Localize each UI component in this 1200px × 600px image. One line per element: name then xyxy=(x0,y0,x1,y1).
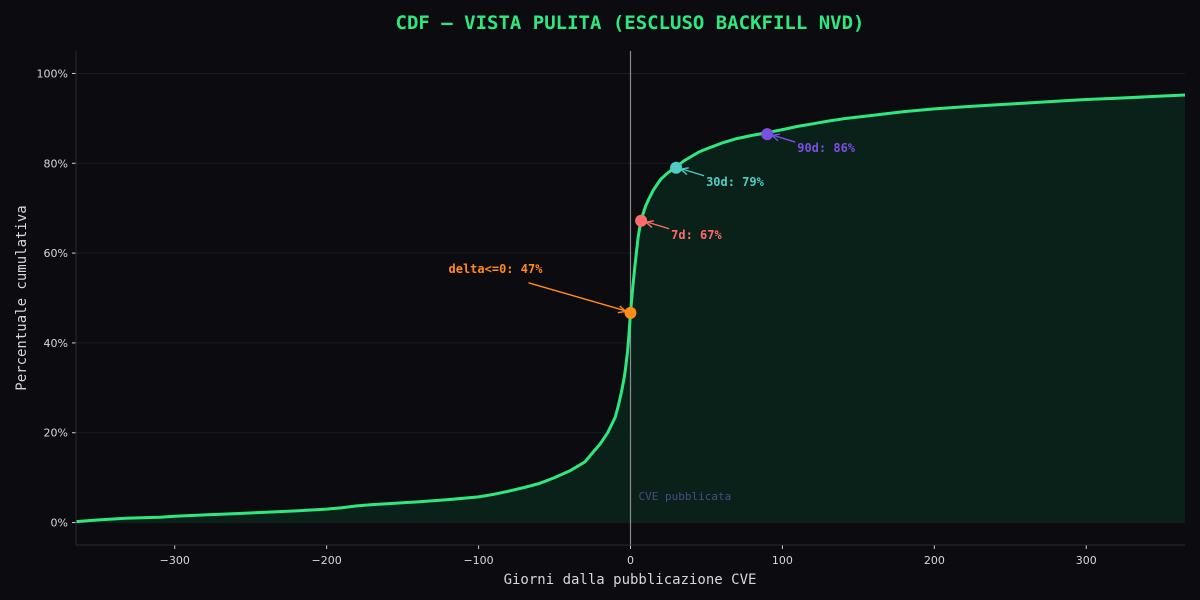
annotation-arrow xyxy=(772,134,796,143)
annotation-arrow xyxy=(645,221,670,230)
x-tick-label: 300 xyxy=(1076,554,1097,567)
annotation-arrow xyxy=(680,168,705,177)
x-tick-label: −100 xyxy=(463,554,493,567)
x-tick-label: 200 xyxy=(924,554,945,567)
y-tick-label: 20% xyxy=(44,427,68,440)
cdf-line xyxy=(75,93,1186,524)
tick-labels: 0% 20% 40% 60% 80% 100% −300 −200 −100 0 100 200 300 xyxy=(37,67,1097,567)
annotation-label: delta<=0: 47% xyxy=(449,262,544,276)
cdf-area-fill xyxy=(76,95,1185,523)
y-tick-label: 60% xyxy=(44,247,68,260)
y-tick-label: 80% xyxy=(44,157,68,170)
vline-label: CVE pubblicata xyxy=(639,490,732,503)
x-tick-label: −200 xyxy=(312,554,342,567)
y-axis-label: Percentuale cumulativa xyxy=(14,205,30,390)
annotation-marker xyxy=(761,128,774,141)
axes xyxy=(72,51,1185,549)
y-tick-label: 40% xyxy=(44,337,68,350)
x-tick-label: −300 xyxy=(160,554,190,567)
chart-title: CDF — VISTA PULITA (ESCLUSO BACKFILL NVD… xyxy=(396,12,865,34)
annotation-label: 90d: 86% xyxy=(797,141,856,155)
annotation-marker xyxy=(635,214,648,227)
annotation-marker xyxy=(624,306,637,319)
x-tick-label: 0 xyxy=(627,554,634,567)
y-tick-label: 100% xyxy=(37,67,68,80)
annotation-arrow xyxy=(528,282,626,312)
y-tick-label: 0% xyxy=(51,517,68,530)
x-tick-label: 100 xyxy=(772,554,793,567)
annotation-label: 30d: 79% xyxy=(706,175,765,189)
x-axis-label: Giorni dalla pubblicazione CVE xyxy=(504,572,757,588)
annotation-label: 7d: 67% xyxy=(671,228,722,242)
annotation-marker xyxy=(670,161,683,174)
annotations: delta<=0: 47% 7d: 67% 30d: 79% 90d: 86% xyxy=(449,128,856,319)
